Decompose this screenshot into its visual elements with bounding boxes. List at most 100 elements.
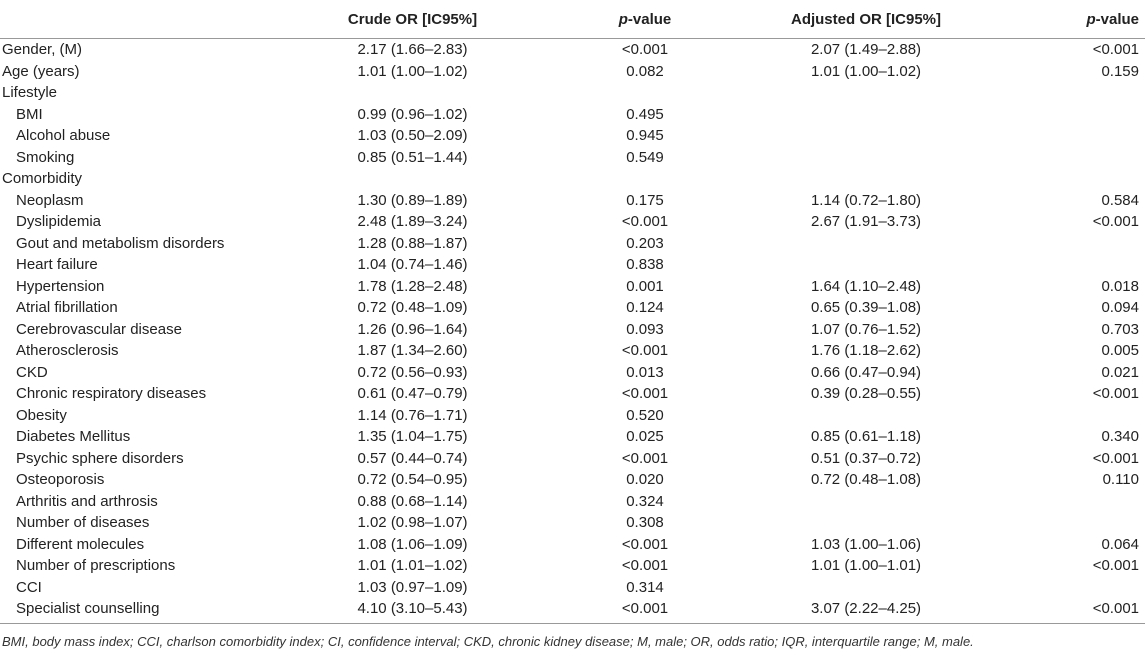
cell: 0.61 (0.47–0.79) bbox=[357, 385, 468, 402]
cell bbox=[300, 82, 525, 104]
cell bbox=[967, 168, 1145, 190]
cell: 0.85 (0.51–1.44) bbox=[357, 148, 468, 166]
table-row: Gout and metabolism disorders 1.28 (0.88–… bbox=[0, 233, 1145, 255]
table-row: Heart failure 1.04 (0.74–1.46) 0.838 bbox=[0, 254, 1145, 276]
cell: <0.001 bbox=[621, 535, 669, 553]
cell bbox=[765, 82, 967, 104]
cell: 0.159 bbox=[1101, 62, 1139, 80]
cell: <0.001 bbox=[621, 213, 669, 230]
cell: 2.17 (1.66–2.83) bbox=[357, 41, 468, 58]
row-label: CKD bbox=[16, 363, 48, 381]
cell: 1.26 (0.96–1.64) bbox=[357, 320, 468, 338]
cell: 0.110 bbox=[1102, 471, 1139, 488]
table-row: Age (years) 1.01 (1.00–1.02) 0.082 1.01 (1.… bbox=[0, 61, 1145, 83]
cell: 0.013 bbox=[626, 363, 664, 381]
cell bbox=[967, 254, 1145, 276]
cell bbox=[765, 491, 967, 513]
cell: 1.28 (0.88–1.87) bbox=[357, 234, 468, 252]
cell: 0.340 bbox=[1101, 428, 1139, 445]
cell bbox=[765, 168, 967, 190]
table-body: Gender, (M) 2.17 (1.66–2.83) <0.001 2.07 (1… bbox=[0, 39, 1145, 623]
row-label: Age (years) bbox=[2, 62, 80, 80]
footnote: BMI, body mass index; CCI, charlson como… bbox=[2, 633, 974, 649]
cell: 0.838 bbox=[626, 256, 664, 273]
cell bbox=[765, 104, 967, 126]
row-label: Gender, (M) bbox=[2, 41, 83, 58]
row-label: Chronic respiratory diseases bbox=[16, 385, 207, 402]
row-label: Comorbidity bbox=[2, 170, 83, 187]
cell: 0.064 bbox=[1101, 535, 1139, 553]
cell: 1.01 (1.00–1.01) bbox=[810, 557, 922, 574]
cell: 0.88 (0.68–1.14) bbox=[357, 492, 468, 510]
cell bbox=[967, 147, 1145, 169]
cell: 0.021 bbox=[1101, 363, 1139, 381]
cell: 0.99 (0.96–1.02) bbox=[357, 105, 468, 123]
table-row: Neoplasm 1.30 (0.89–1.89) 0.175 1.14 (0.72–… bbox=[0, 190, 1145, 212]
cell bbox=[765, 577, 967, 599]
cell: 4.10 (3.10–5.43) bbox=[357, 600, 468, 617]
cell: 1.07 (0.76–1.52) bbox=[810, 320, 922, 338]
table-row: Comorbidity bbox=[0, 168, 1145, 190]
cell: 2.48 (1.89–3.24) bbox=[357, 213, 468, 230]
cell: 0.65 (0.39–1.08) bbox=[810, 299, 922, 316]
cell: <0.001 bbox=[1092, 449, 1139, 467]
cell: <0.001 bbox=[1092, 557, 1139, 574]
row-label: Different molecules bbox=[16, 535, 145, 553]
cell: 1.03 (1.00–1.06) bbox=[810, 535, 922, 553]
results-table: Crude OR [IC95%] p-value Adjusted OR [IC95… bbox=[0, 0, 1145, 623]
table-row: Lifestyle bbox=[0, 82, 1145, 104]
cell bbox=[967, 82, 1145, 104]
cell bbox=[967, 491, 1145, 513]
cell: <0.001 bbox=[1092, 41, 1139, 58]
cell: 0.308 bbox=[626, 514, 664, 531]
cell: <0.001 bbox=[1092, 385, 1139, 402]
row-label: Osteoporosis bbox=[16, 471, 105, 488]
cell: 1.87 (1.34–2.60) bbox=[357, 342, 468, 359]
row-label: Gout and metabolism disorders bbox=[16, 234, 225, 252]
cell bbox=[525, 168, 765, 190]
cell: <0.001 bbox=[621, 342, 669, 359]
row-label: Heart failure bbox=[16, 256, 98, 273]
cell bbox=[765, 233, 967, 255]
cell: 0.018 bbox=[1101, 277, 1139, 295]
cell: 0.584 bbox=[1101, 191, 1139, 209]
cell: 1.64 (1.10–2.48) bbox=[810, 277, 922, 295]
cell: <0.001 bbox=[621, 557, 669, 574]
cell bbox=[967, 233, 1145, 255]
row-label: Atherosclerosis bbox=[16, 342, 119, 359]
column-header: Crude OR [IC95%] bbox=[300, 0, 525, 39]
cell: 0.703 bbox=[1101, 320, 1139, 338]
cell: 0.945 bbox=[626, 127, 664, 144]
cell: 1.02 (0.98–1.07) bbox=[357, 514, 468, 531]
cell bbox=[967, 577, 1145, 599]
cell bbox=[765, 125, 967, 147]
table-row: CKD 0.72 (0.56–0.93) 0.013 0.66 (0.47–0.94)… bbox=[0, 362, 1145, 384]
row-label: Smoking bbox=[16, 148, 75, 166]
cell: 0.495 bbox=[626, 105, 664, 123]
cell bbox=[300, 168, 525, 190]
cell: 3.07 (2.22–4.25) bbox=[810, 600, 922, 617]
column-header: Adjusted OR [IC95%] bbox=[765, 0, 967, 39]
table-row: Number of prescriptions 1.01 (1.01–1.02) <… bbox=[0, 555, 1145, 577]
cell: 0.520 bbox=[626, 406, 664, 424]
row-label: Specialist counselling bbox=[16, 600, 160, 617]
cell: 0.124 bbox=[626, 299, 664, 316]
table-row: Alcohol abuse 1.03 (0.50–2.09) 0.945 bbox=[0, 125, 1145, 147]
row-label: Number of diseases bbox=[16, 514, 150, 531]
cell: 1.01 (1.00–1.02) bbox=[357, 62, 468, 80]
cell: <0.001 bbox=[621, 385, 669, 402]
column-header bbox=[0, 0, 300, 39]
cell: 0.314 bbox=[626, 578, 664, 596]
cell bbox=[967, 125, 1145, 147]
cell bbox=[765, 147, 967, 169]
column-header: p-value bbox=[525, 0, 765, 39]
cell: 0.175 bbox=[626, 191, 664, 209]
cell: <0.001 bbox=[1092, 600, 1139, 617]
row-label: Lifestyle bbox=[2, 84, 58, 101]
cell: 1.08 (1.06–1.09) bbox=[357, 535, 468, 553]
cell: <0.001 bbox=[1092, 213, 1139, 230]
table-row: Hypertension 1.78 (1.28–2.48) 0.001 1.64 (1… bbox=[0, 276, 1145, 298]
cell: 0.082 bbox=[626, 62, 664, 80]
table-row: Obesity 1.14 (0.76–1.71) 0.520 bbox=[0, 405, 1145, 427]
